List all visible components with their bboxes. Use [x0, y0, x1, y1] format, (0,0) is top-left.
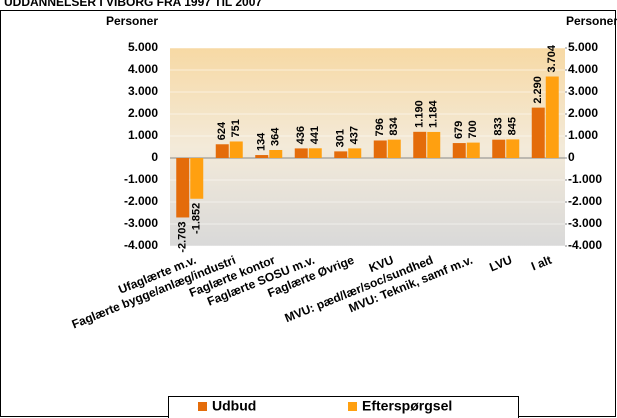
bar [452, 143, 466, 158]
bar [176, 158, 190, 218]
data-label: 436 [295, 126, 307, 144]
data-label: 845 [507, 117, 519, 135]
bar [413, 131, 427, 158]
legend-label: Udbud [212, 398, 256, 414]
y2-tick-label: 0 [568, 150, 575, 164]
data-label: 1.184 [428, 100, 440, 128]
plot-area [170, 48, 565, 246]
data-label: 796 [374, 118, 386, 136]
data-label: 134 [256, 132, 268, 151]
y-tick-label: 1.000 [128, 128, 158, 142]
y2-tick-label: 1.000 [568, 128, 598, 142]
y2-axis-title: Personer [566, 14, 617, 28]
data-label: 751 [230, 119, 242, 137]
y-tick-label: 5.000 [128, 40, 158, 54]
bar [190, 158, 204, 199]
y2-tick-label: 2.000 [568, 106, 598, 120]
y-tick-label: 4.000 [128, 62, 158, 76]
data-label: 3.704 [546, 44, 558, 72]
y2-tick-label: 3.000 [568, 84, 598, 98]
data-label: 700 [467, 120, 479, 138]
y2-tick-label: -3.000 [568, 216, 602, 230]
data-label: 2.290 [532, 76, 544, 104]
data-label: 1.190 [414, 100, 426, 128]
data-label: 833 [493, 117, 505, 135]
data-label: 437 [349, 126, 361, 144]
y-tick-label: -3.000 [124, 216, 158, 230]
data-label: -1.852 [191, 203, 203, 234]
y-tick-label: 3.000 [128, 84, 158, 98]
legend-box [168, 396, 519, 418]
y2-tick-label: -2.000 [568, 194, 602, 208]
data-label: 301 [335, 129, 347, 147]
bar [492, 139, 506, 158]
legend: Udbud Efterspørgsel [168, 396, 519, 418]
data-label: 679 [453, 121, 465, 139]
chart-title: UDDANNELSER I VIBORG FRA 1997 TIL 2007 [4, 0, 262, 9]
data-label: 834 [388, 116, 400, 135]
bar [308, 148, 322, 158]
bar [506, 139, 520, 158]
legend-swatch [348, 402, 357, 411]
y-tick-label: -2.000 [124, 194, 158, 208]
bar [373, 140, 387, 158]
bar [229, 141, 243, 158]
bar [348, 148, 362, 158]
y-tick-label: 0 [151, 150, 158, 164]
legend-swatch [198, 402, 207, 411]
bar [531, 107, 545, 158]
bar [334, 151, 348, 158]
data-label: 624 [216, 121, 228, 140]
y-tick-label: -1.000 [124, 172, 158, 186]
bar [545, 76, 559, 158]
bar [215, 144, 229, 158]
data-label: 441 [309, 126, 321, 144]
data-label: 364 [270, 127, 282, 146]
bar [269, 149, 283, 158]
y-axis-title: Personer [106, 14, 158, 28]
y-tick-label: -4.000 [124, 238, 158, 252]
data-label: -2.703 [177, 221, 189, 252]
bar [255, 155, 269, 158]
legend-label: Efterspørgsel [362, 398, 452, 414]
bar [427, 131, 441, 158]
bar [294, 148, 308, 158]
y2-tick-label: 5.000 [568, 40, 598, 54]
bar [387, 139, 401, 158]
y2-tick-label: 4.000 [568, 62, 598, 76]
y-tick-label: 2.000 [128, 106, 158, 120]
bar [466, 142, 480, 158]
y2-tick-label: -4.000 [568, 238, 602, 252]
y2-tick-label: -1.000 [568, 172, 602, 186]
